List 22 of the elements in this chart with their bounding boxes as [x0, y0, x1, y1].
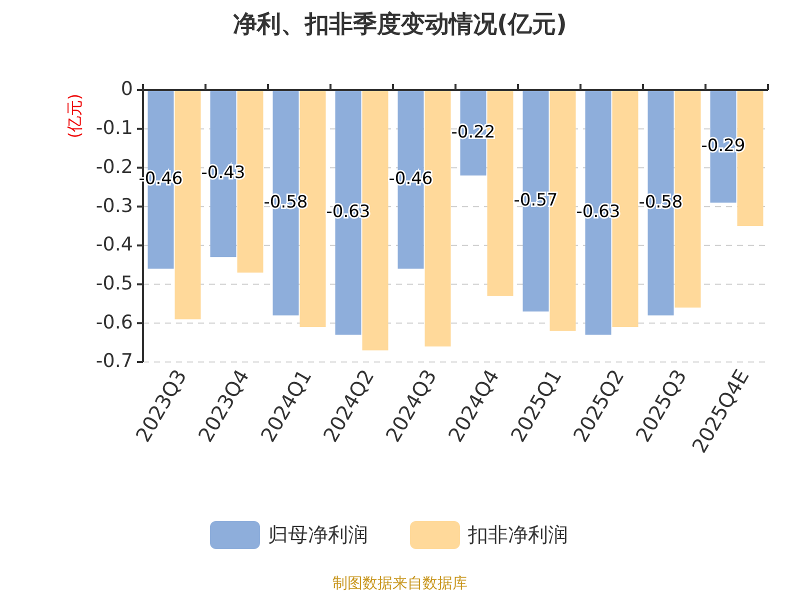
data-label: -0.22: [451, 122, 496, 142]
legend-label: 归母净利润: [268, 522, 368, 546]
data-label: -0.29: [701, 136, 746, 156]
y-tick-label: -0.2: [96, 156, 133, 178]
y-axis-title: (亿元): [65, 94, 84, 138]
chart-title: 净利、扣非季度变动情况(亿元): [233, 10, 567, 38]
y-tick-label: -0.3: [96, 194, 133, 217]
data-label: -0.58: [638, 192, 683, 212]
y-tick-label: -0.5: [96, 272, 133, 294]
data-label: -0.57: [514, 190, 558, 210]
y-tick-label: -0.7: [96, 350, 133, 372]
y-tick-label: -0.1: [96, 117, 133, 140]
data-label: -0.46: [388, 169, 433, 190]
legend-label: 扣非净利润: [467, 522, 568, 546]
data-label: -0.63: [576, 202, 620, 222]
y-tick-label: 0: [120, 78, 133, 100]
y-tick-label: -0.6: [96, 311, 133, 334]
data-label: -0.43: [201, 163, 246, 184]
y-tick-label: -0.4: [96, 234, 133, 256]
text: 制图数据来自数据库: [332, 574, 468, 592]
data-label: -0.58: [264, 192, 308, 212]
data-label: -0.63: [326, 202, 370, 222]
